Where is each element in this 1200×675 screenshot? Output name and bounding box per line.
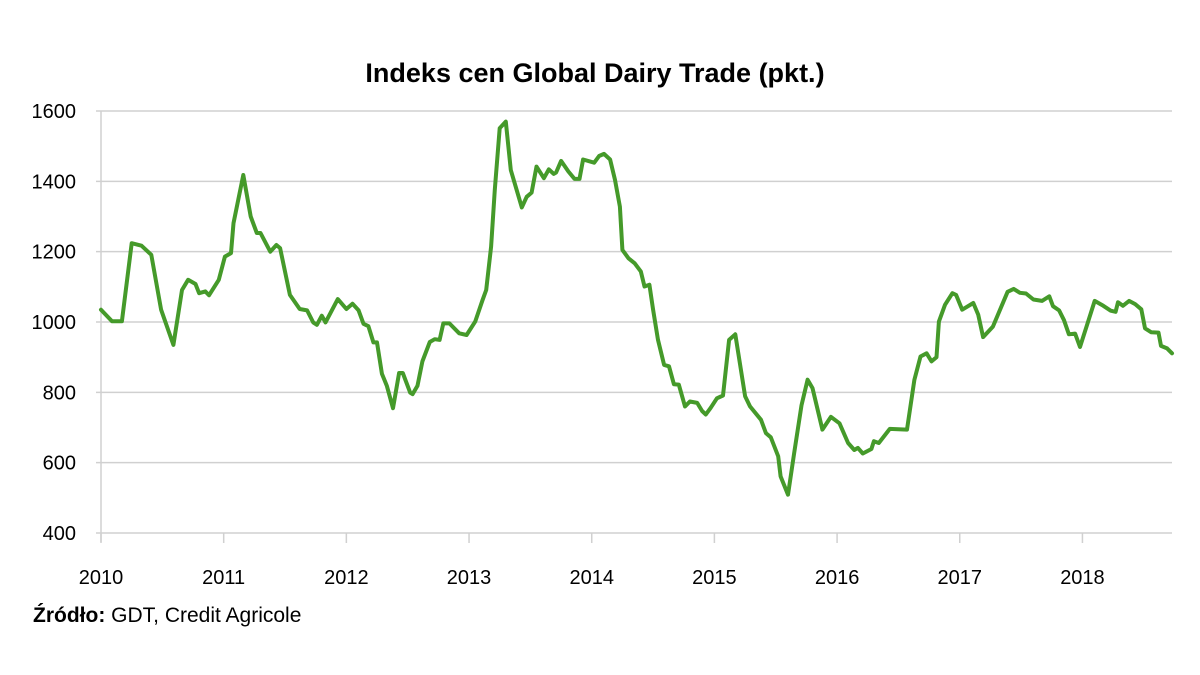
x-tick-label: 2017 bbox=[938, 567, 983, 589]
x-tick-label: 2015 bbox=[692, 567, 737, 589]
y-tick-label: 400 bbox=[43, 523, 76, 545]
chart-title: Indeks cen Global Dairy Trade (pkt.) bbox=[365, 58, 824, 88]
y-tick-label: 600 bbox=[43, 453, 76, 475]
y-tick-label: 800 bbox=[43, 382, 76, 404]
y-tick-label: 1200 bbox=[32, 242, 77, 264]
source-note: Źródło: GDT, Credit Agricole bbox=[33, 604, 301, 628]
x-tick-label: 2016 bbox=[815, 567, 860, 589]
y-tick-label: 1400 bbox=[32, 171, 77, 193]
source-label: Źródło: bbox=[33, 604, 106, 627]
y-tick-label: 1000 bbox=[32, 312, 77, 334]
series-line-gdt bbox=[99, 119, 1174, 497]
x-tick-label: 2013 bbox=[447, 567, 492, 589]
y-tick-label: 1600 bbox=[32, 101, 77, 123]
x-tick-label: 2010 bbox=[79, 567, 124, 589]
x-tick-label: 2012 bbox=[324, 567, 369, 589]
x-tick-label: 2014 bbox=[569, 567, 614, 589]
x-tick-label: 2011 bbox=[202, 567, 245, 589]
source-text: GDT, Credit Agricole bbox=[105, 604, 302, 627]
x-tick-label: 2018 bbox=[1060, 567, 1105, 589]
